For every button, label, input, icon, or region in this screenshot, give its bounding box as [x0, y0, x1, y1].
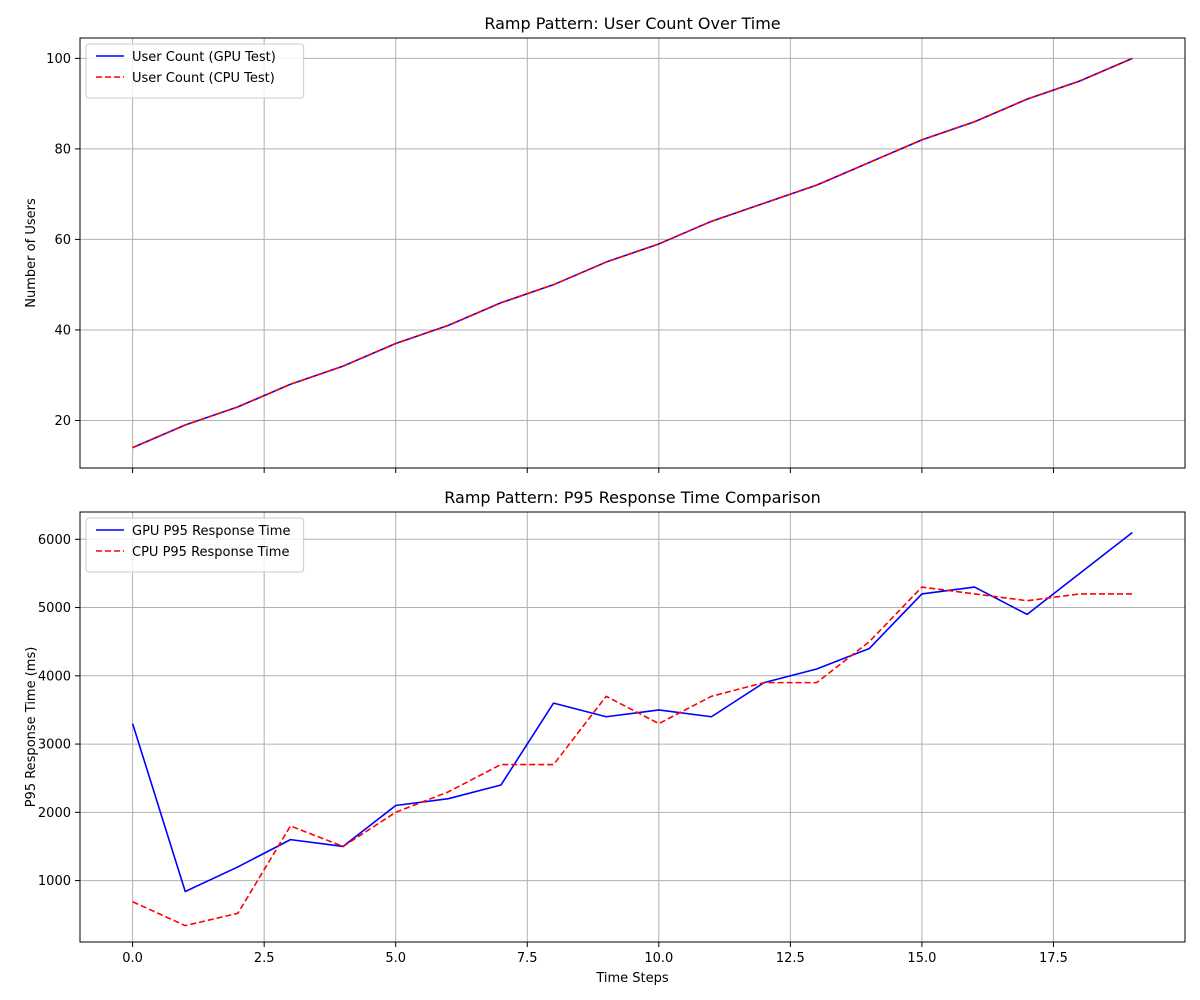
bottom-chart-title: Ramp Pattern: P95 Response Time Comparis…	[444, 488, 821, 507]
bottom-x-tick-label: 12.5	[776, 951, 805, 966]
bottom-x-tick-label: 7.5	[517, 951, 538, 966]
bottom-y-tick-label: 2000	[38, 806, 71, 821]
top-y-tick-label: 100	[46, 52, 71, 67]
top-legend: User Count (GPU Test) User Count (CPU Tes…	[85, 43, 305, 99]
top-chart-title: Ramp Pattern: User Count Over Time	[484, 14, 780, 33]
bottom-series-line-cpu	[132, 586, 1133, 927]
bottom-legend-label: GPU P95 Response Time	[132, 524, 290, 539]
bottom-x-tick-label: 5.0	[385, 951, 406, 966]
top-legend-label: User Count (CPU Test)	[132, 71, 275, 86]
top-y-tick-label: 60	[54, 233, 71, 248]
bottom-plot-frame	[79, 511, 1186, 943]
bottom-x-tick-label: 15.0	[907, 951, 936, 966]
bottom-y-tick-label: 3000	[38, 738, 71, 753]
bottom-legend: GPU P95 Response Time CPU P95 Response Ti…	[85, 517, 305, 573]
bottom-series-line-gpu	[131, 531, 1133, 893]
bottom-x-axis-label: Time Steps	[595, 971, 669, 986]
top-chart-panel: 20 40 60 80 100 Ramp Pattern: User Count Over…	[24, 14, 1186, 473]
bottom-x-tick-label: 10.0	[644, 951, 673, 966]
top-series-line-cpu	[132, 57, 1133, 449]
top-y-axis-label: Number of Users	[24, 198, 39, 308]
bottom-y-tick-label: 1000	[38, 874, 71, 889]
bottom-y-tick-label: 4000	[38, 669, 71, 684]
top-y-tick-label: 80	[54, 142, 71, 157]
bottom-legend-label: CPU P95 Response Time	[132, 545, 289, 560]
bottom-y-tick-label: 5000	[38, 601, 71, 616]
top-legend-box	[85, 43, 305, 99]
bottom-y-tick-label: 6000	[38, 533, 71, 548]
top-y-tick-label: 40	[54, 323, 71, 338]
top-legend-label: User Count (GPU Test)	[132, 50, 276, 65]
top-y-tick-label: 20	[54, 414, 71, 429]
bottom-legend-box	[85, 517, 305, 573]
bottom-y-axis-label: P95 Response Time (ms)	[24, 647, 39, 808]
bottom-x-tick-label: 17.5	[1039, 951, 1068, 966]
bottom-x-tick-label: 0.0	[122, 951, 143, 966]
top-plot-frame	[79, 37, 1186, 469]
bottom-chart-panel: 0.0 2.5 5.0 7.5 10.0 12.5 15.0 17.5 1000 2000 3000…	[24, 488, 1186, 986]
bottom-x-tick-label: 2.5	[254, 951, 275, 966]
